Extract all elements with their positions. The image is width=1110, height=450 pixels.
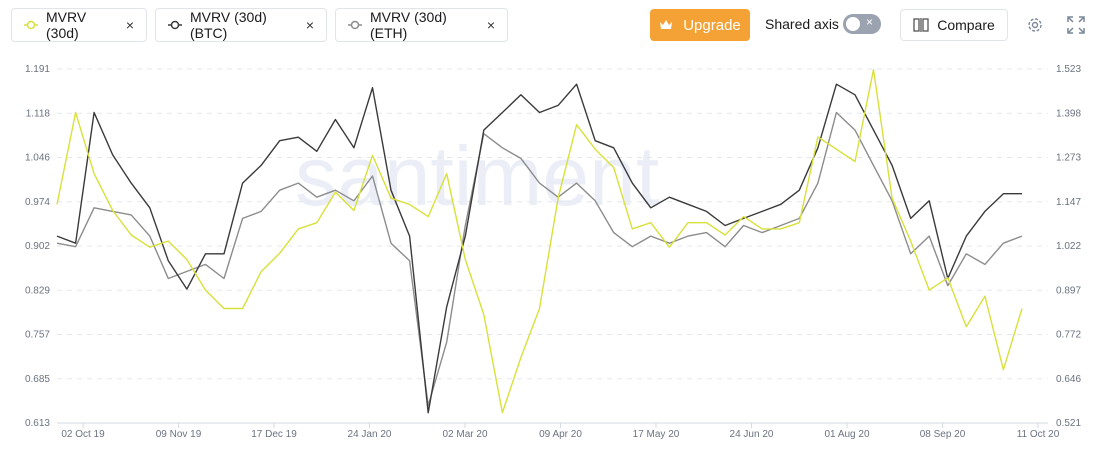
x-tick-label: 17 May 20 — [633, 429, 680, 440]
toggle-knob — [846, 17, 860, 31]
chip-color-dot-icon — [24, 20, 38, 30]
metric-chip-mvrv-eth[interactable]: MVRV (30d) (ETH) × — [335, 8, 508, 42]
series-line — [56, 111, 1023, 407]
chart-toolbar: MVRV (30d) × MVRV (30d) (BTC) × MVRV (30… — [0, 0, 1110, 50]
y-right-tick-label: 1.273 — [1056, 153, 1081, 164]
y-right-tick-label: 1.398 — [1056, 108, 1081, 119]
close-icon[interactable]: × — [486, 17, 495, 33]
y-left-tick-label: 0.685 — [25, 374, 50, 385]
metric-chip-mvrv-btc[interactable]: MVRV (30d) (BTC) × — [155, 8, 327, 42]
compare-label: Compare — [937, 17, 995, 33]
series-lines — [56, 68, 1023, 414]
x-tick-label: 17 Dec 19 — [251, 429, 297, 440]
chip-label: MVRV (30d) (BTC) — [190, 9, 267, 41]
y-axis-left: 1.191 1.118 1.046 0.974 0.902 0.829 0.757 0.685… — [25, 64, 50, 429]
chip-label: MVRV (30d) — [46, 9, 87, 41]
y-left-tick-label: 1.046 — [25, 153, 50, 164]
shared-axis-toggle[interactable]: × — [843, 14, 881, 34]
close-icon[interactable]: × — [305, 17, 314, 33]
series-line — [56, 83, 1022, 414]
x-axis: 02 Oct 19 09 Nov 19 17 Dec 19 24 Jan 20 02 M… — [57, 422, 1060, 440]
x-tick-label: 02 Oct 19 — [61, 429, 105, 440]
y-right-tick-label: 1.523 — [1056, 64, 1081, 75]
series-line — [56, 68, 1023, 414]
x-tick-label: 24 Jan 20 — [348, 429, 392, 440]
y-left-tick-label: 0.757 — [25, 330, 50, 341]
upgrade-button[interactable]: Upgrade — [650, 9, 750, 41]
chip-color-dot-icon — [168, 20, 182, 30]
crown-icon — [660, 20, 673, 29]
compare-icon — [913, 18, 929, 32]
y-right-tick-label: 0.772 — [1056, 330, 1081, 341]
upgrade-label: Upgrade — [683, 16, 741, 34]
y-right-tick-label: 0.646 — [1056, 374, 1081, 385]
x-tick-label: 11 Oct 20 — [1017, 429, 1060, 440]
shared-axis-label: Shared axis — [765, 16, 839, 32]
y-right-tick-label: 0.521 — [1056, 418, 1081, 429]
watermark: santiment — [295, 129, 659, 223]
x-tick-label: 01 Aug 20 — [824, 429, 869, 440]
chart-grid — [57, 68, 1048, 424]
toggle-off-icon: × — [866, 15, 874, 29]
mvrv-line-chart[interactable]: santiment 1.191 1.118 1.046 0.974 0.902 0.829… — [0, 55, 1110, 450]
y-left-tick-label: 1.191 — [25, 64, 50, 75]
y-left-tick-label: 0.902 — [25, 241, 50, 252]
y-left-tick-label: 0.974 — [25, 197, 50, 208]
y-left-tick-label: 0.613 — [25, 418, 50, 429]
y-axis-right: 1.523 1.398 1.273 1.147 1.022 0.897 0.772 0.646… — [1056, 64, 1081, 429]
x-tick-label: 09 Apr 20 — [539, 429, 582, 440]
gear-icon[interactable] — [1026, 16, 1044, 34]
compare-button[interactable]: Compare — [900, 9, 1008, 41]
chip-label: MVRV (30d) (ETH) — [370, 9, 447, 41]
close-icon[interactable]: × — [125, 17, 134, 33]
y-left-tick-label: 1.118 — [26, 108, 51, 119]
x-tick-label: 09 Nov 19 — [156, 429, 202, 440]
chip-color-dot-icon — [348, 20, 362, 30]
x-tick-label: 08 Sep 20 — [920, 429, 966, 440]
y-right-tick-label: 1.147 — [1056, 197, 1081, 208]
x-tick-label: 24 Jun 20 — [730, 429, 774, 440]
y-left-tick-label: 0.829 — [25, 285, 50, 296]
fullscreen-icon[interactable] — [1066, 15, 1086, 35]
y-right-tick-label: 1.022 — [1056, 241, 1081, 252]
x-tick-label: 02 Mar 20 — [442, 429, 487, 440]
y-right-tick-label: 0.897 — [1056, 285, 1081, 296]
metric-chip-mvrv[interactable]: MVRV (30d) × — [11, 8, 147, 42]
